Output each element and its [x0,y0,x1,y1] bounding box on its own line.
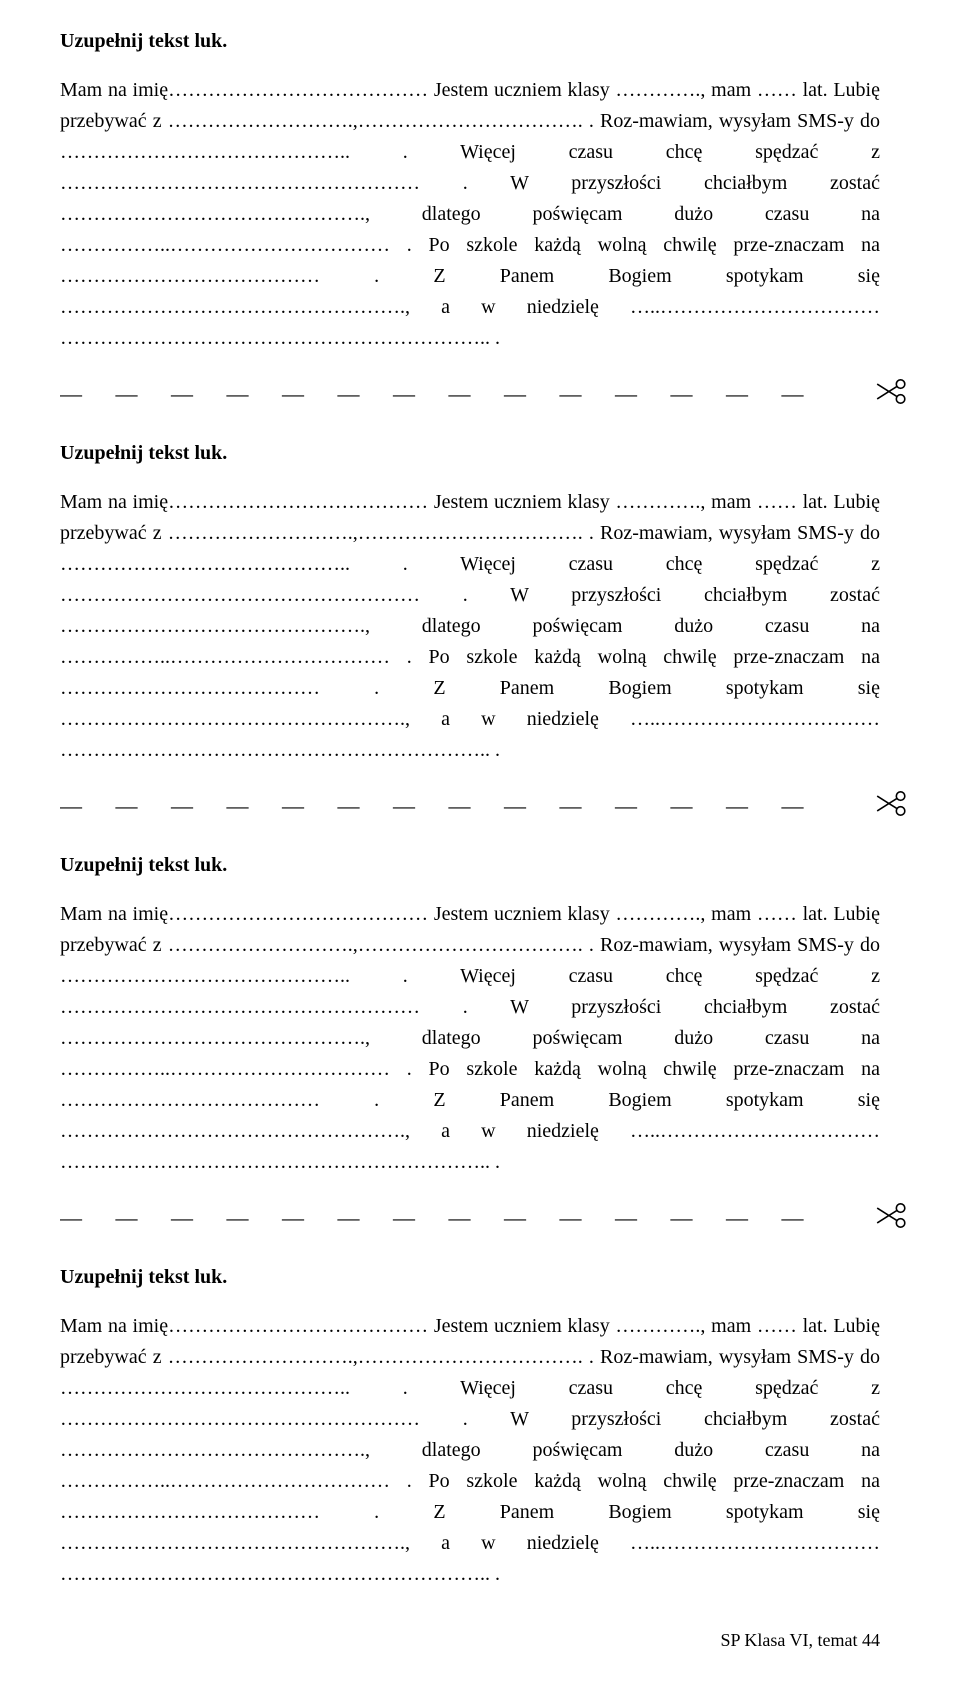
cut-dashes: — — — — — — — — — — — — — — — — — — — — … [60,1205,830,1231]
exercise-block-1: Uzupełnij tekst luk. Mam na imię……………………… [60,30,880,354]
exercise-body: Mam na imię………………………………… Jestem uczniem … [60,899,880,1178]
exercise-heading: Uzupełnij tekst luk. [60,442,880,465]
cut-line-1: — — — — — — — — — — — — — — — — — — — — … [60,374,880,414]
exercise-heading: Uzupełnij tekst luk. [60,1266,880,1289]
page-footer: SP Klasa VI, temat 44 [60,1630,880,1651]
exercise-heading: Uzupełnij tekst luk. [60,30,880,53]
exercise-block-3: Uzupełnij tekst luk. Mam na imię……………………… [60,854,880,1178]
cut-line-3: — — — — — — — — — — — — — — — — — — — — … [60,1198,880,1238]
exercise-body: Mam na imię………………………………… Jestem uczniem … [60,487,880,766]
cut-line-2: — — — — — — — — — — — — — — — — — — — — … [60,786,880,826]
scissors-icon [874,1199,908,1238]
exercise-body: Mam na imię………………………………… Jestem uczniem … [60,1311,880,1590]
exercise-body: Mam na imię………………………………… Jestem uczniem … [60,75,880,354]
scissors-icon [874,787,908,826]
exercise-block-4: Uzupełnij tekst luk. Mam na imię……………………… [60,1266,880,1590]
cut-dashes: — — — — — — — — — — — — — — — — — — — — … [60,381,830,407]
exercise-block-2: Uzupełnij tekst luk. Mam na imię……………………… [60,442,880,766]
scissors-icon [874,375,908,414]
cut-dashes: — — — — — — — — — — — — — — — — — — — — … [60,793,830,819]
exercise-heading: Uzupełnij tekst luk. [60,854,880,877]
